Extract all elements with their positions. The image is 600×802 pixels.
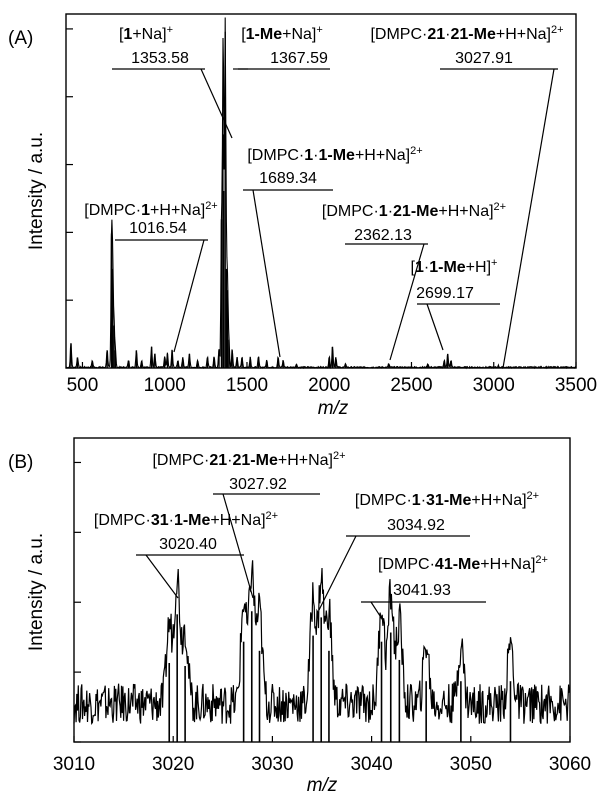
annotation-label: [DMPC·1·1-Me+H+Na]2+ bbox=[247, 145, 422, 164]
xtick-label: 3020 bbox=[152, 754, 194, 775]
annotation-value: 1689.34 bbox=[259, 170, 317, 187]
annotation-label: [DMPC·41-Me+H+Na]2+ bbox=[378, 554, 548, 573]
xtick-label: 2500 bbox=[390, 375, 432, 396]
annotation-leader bbox=[370, 601, 385, 623]
annotation-label: [DMPC·1+H+Na]2+ bbox=[84, 200, 217, 219]
annotation-value: 3027.92 bbox=[229, 476, 287, 493]
annotation-label: [1+Na]+ bbox=[119, 24, 173, 43]
panel-a-yticks bbox=[66, 28, 73, 369]
annotation-value: 1016.54 bbox=[129, 220, 187, 237]
annotation-leader bbox=[502, 68, 555, 369]
xtick-label: 3040 bbox=[350, 754, 392, 775]
annotation-leader bbox=[200, 68, 233, 139]
annotation-leader bbox=[426, 303, 444, 351]
annotation-label: [DMPC·21·21-Me+H+Na]2+ bbox=[370, 24, 563, 43]
panel-a-xticks: 500 1000 1500 2000 2500 3000 3500 bbox=[67, 362, 597, 396]
xtick-label: 3010 bbox=[53, 754, 95, 775]
annotation-value: 3020.40 bbox=[159, 536, 217, 553]
spectrum-trace bbox=[73, 560, 571, 726]
xtick-label: 1500 bbox=[226, 375, 268, 396]
annotation-value: 3027.91 bbox=[455, 50, 513, 67]
annotation-value: 1353.58 bbox=[131, 50, 189, 67]
xtick-label: 1000 bbox=[144, 375, 186, 396]
panel-a-trace bbox=[65, 17, 577, 370]
panel-a-label: (A) bbox=[8, 28, 33, 49]
xtick-label: 500 bbox=[67, 375, 99, 396]
annotation-label: [DMPC·31·1-Me+H+Na]2+ bbox=[94, 510, 278, 529]
annotation-label: [DMPC·1·31-Me+H+Na]2+ bbox=[355, 490, 539, 509]
panel-a-frame bbox=[65, 13, 577, 369]
annotation-leader bbox=[389, 243, 425, 361]
panel-b-label: (B) bbox=[8, 452, 33, 473]
annotation-value: 3041.93 bbox=[393, 582, 451, 599]
panel-b-annotations: [DMPC·21·21-Me+H+Na]2+ 3027.92 [DMPC·1·31-… bbox=[94, 450, 548, 623]
xtick-label: 3050 bbox=[450, 754, 492, 775]
annotation-label: [DMPC·21·21-Me+H+Na]2+ bbox=[152, 450, 345, 469]
annotation-value: 1367.59 bbox=[270, 50, 328, 67]
panel-b-ylabel: Intensity / a.u. bbox=[26, 533, 47, 651]
annotation-label: [DMPC·1·21-Me+H+Na]2+ bbox=[322, 201, 506, 220]
panel-a-xlabel: m/z bbox=[318, 398, 349, 419]
xtick-label: 2000 bbox=[308, 375, 350, 396]
annotation-leader bbox=[145, 554, 179, 599]
xtick-label: 3000 bbox=[473, 375, 515, 396]
xtick-label: 3060 bbox=[549, 754, 591, 775]
xtick-label: 3030 bbox=[251, 754, 293, 775]
annotation-leader bbox=[173, 239, 205, 353]
annotation-value: 2699.17 bbox=[416, 285, 474, 302]
annotation-leader bbox=[252, 189, 281, 358]
panel-b-trace bbox=[73, 560, 571, 742]
panel-b: (B) Intensity / a.u. m/z 3010 3020 3030 304… bbox=[8, 437, 591, 796]
annotation-value: 3034.92 bbox=[387, 517, 445, 534]
annotation-label: [1·1-Me+H]+ bbox=[411, 257, 498, 276]
panel-a: (A) Intensity / a.u. m/z 500 1000 1500 2000… bbox=[8, 13, 597, 419]
panel-a-ylabel: Intensity / a.u. bbox=[26, 132, 47, 250]
annotation-leader bbox=[222, 493, 254, 599]
panel-b-yticks bbox=[74, 461, 81, 743]
xtick-label: 3500 bbox=[555, 375, 597, 396]
annotation-leader bbox=[318, 535, 357, 611]
panel-b-xlabel: m/z bbox=[307, 775, 338, 796]
annotation-value: 2362.13 bbox=[354, 227, 412, 244]
panel-b-xticks: 3010 3020 3030 3040 3050 3060 bbox=[53, 736, 591, 775]
annotation-label: [1-Me+Na]+ bbox=[241, 24, 323, 43]
panel-a-annotations: [1+Na]+ 1353.58 [1-Me+Na]+ 1367.59 [DMPC·21·… bbox=[84, 24, 564, 369]
spectrum-trace bbox=[65, 17, 577, 370]
